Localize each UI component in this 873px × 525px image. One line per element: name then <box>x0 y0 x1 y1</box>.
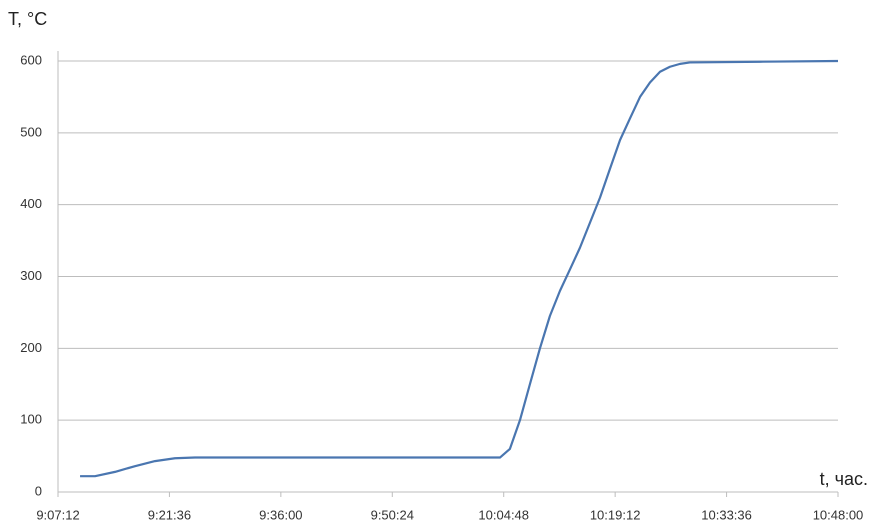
x-tick-label: 9:07:12 <box>36 507 79 522</box>
y-tick-label: 300 <box>20 268 42 283</box>
x-tick-label: 9:50:24 <box>371 507 414 522</box>
x-axis-title: t, час. <box>820 469 868 489</box>
y-tick-label: 400 <box>20 196 42 211</box>
y-tick-label: 600 <box>20 52 42 67</box>
x-tick-label: 10:19:12 <box>590 507 641 522</box>
y-axis-title: T, °C <box>8 9 47 29</box>
x-tick-label: 10:33:36 <box>701 507 752 522</box>
line <box>80 59 839 478</box>
y-tick-label: 500 <box>20 124 42 139</box>
y-tick-label: 100 <box>20 412 42 427</box>
x-tick-label: 10:48:00 <box>813 507 864 522</box>
y-tick-label: 200 <box>20 340 42 355</box>
x-tick-label: 9:36:00 <box>259 507 302 522</box>
x-tick-label: 9:21:36 <box>148 507 191 522</box>
x-tick-label: 10:04:48 <box>478 507 529 522</box>
y-tick-label: 0 <box>35 483 42 498</box>
